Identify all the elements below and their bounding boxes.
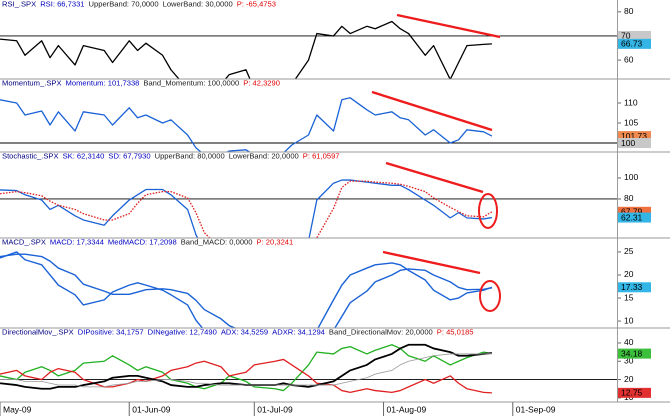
value-marker-label: 34.18 (621, 348, 643, 358)
header-part: UpperBand: 70,0000 (89, 0, 159, 9)
trend-line (385, 161, 484, 194)
value-marker-label: 12.75 (621, 388, 643, 398)
y-tick-label: 80 (624, 6, 634, 16)
series-line (0, 344, 493, 392)
header-part: Stochastic_.SPX (2, 152, 59, 161)
header-part: SK: 62,3140 (63, 152, 105, 161)
value-marker-label: 17.33 (621, 282, 643, 292)
x-tick-label: 01-Jul-09 (257, 404, 293, 414)
y-tick-label: 80 (624, 193, 634, 203)
panel-header: DirectionalMov_.SPX DIPositive: 34,1757 DI… (2, 328, 474, 337)
header-part: P: 20,3241 (257, 238, 294, 247)
x-tick-label: 01-Sep-09 (516, 404, 556, 414)
y-tick-label: 25 (624, 246, 634, 256)
y-tick-label: 20 (624, 374, 634, 384)
header-part: DINegative: 12,7490 (148, 328, 217, 337)
series-line (0, 358, 492, 394)
value-marker (618, 212, 651, 223)
trend-line (382, 250, 481, 275)
highlight-circle (478, 193, 498, 229)
trend-line (371, 90, 493, 132)
value-marker (618, 387, 651, 398)
series-line (0, 253, 493, 328)
y-tick-label: 40 (624, 337, 634, 347)
series-line (0, 97, 493, 152)
series-line (0, 353, 492, 388)
highlight-circle (479, 280, 501, 312)
header-part: DIPositive: 34,1757 (78, 328, 144, 337)
header-part: Momentum_.SPX (2, 79, 62, 88)
y-tick-label: 10 (624, 315, 634, 325)
panel-header: Momentum_.SPX Momentum: 101,7338 Band_Mome… (2, 79, 280, 88)
header-part: DirectionalMov_.SPX (2, 328, 74, 337)
annotations (371, 13, 501, 312)
value-marker (618, 282, 651, 293)
header-part: P: -65,4753 (237, 0, 276, 9)
header-part: MedMACD: 17,2098 (108, 238, 177, 247)
y-tick-label: 105 (624, 117, 638, 127)
value-marker (618, 38, 651, 49)
y-tick-label: 20 (624, 269, 634, 279)
header-part: Momentum: 101,7338 (66, 79, 140, 88)
panel-header: RSI_.SPX RSI: 66,7331 UpperBand: 70,0000 Lo… (2, 0, 276, 9)
series-line (0, 251, 493, 328)
header-part: P: 45,0185 (437, 328, 474, 337)
series-line (0, 179, 493, 238)
header-part: ADX: 34,5259 (221, 328, 268, 337)
header-part: UpperBand: 80,0000 (155, 152, 225, 161)
x-tick-label: 01-Aug-09 (387, 404, 427, 414)
panel-header: Stochastic_.SPX SK: 62,3140 SD: 67,7930 Upp… (2, 152, 340, 161)
header-part: P: 42,3290 (243, 79, 280, 88)
header-part: Band_Momentum: 100,0000 (143, 79, 239, 88)
header-part: Band_DirectionalMov: 20,0000 (329, 328, 433, 337)
value-marker (618, 348, 651, 359)
header-part: ADXR: 34,1294 (272, 328, 325, 337)
y-tick-label: 30 (624, 356, 634, 366)
trend-line (396, 13, 501, 39)
value-marker (618, 138, 651, 148)
header-part: P: 61,0597 (303, 152, 340, 161)
value-marker (618, 30, 651, 41)
series-line (0, 20, 492, 79)
header-part: RSI_.SPX (2, 0, 36, 9)
y-tick-label: 15 (624, 292, 634, 302)
header-part: RSI: 66,7331 (40, 0, 84, 9)
value-marker (618, 206, 651, 217)
value-marker-label: 70 (621, 31, 631, 41)
x-tick-label: May-09 (3, 404, 32, 414)
header-part: MACD: 17,3344 (50, 238, 104, 247)
header-part: Band_MACD: 0,0000 (181, 238, 253, 247)
panel-header: MACD_.SPX MACD: 17,3344 MedMACD: 17,2098 Ba… (2, 238, 293, 247)
header-part: MACD_.SPX (2, 238, 46, 247)
header-part: SD: 67,7930 (108, 152, 150, 161)
value-marker-label: 66.73 (621, 39, 643, 49)
y-tick-label: 60 (624, 54, 634, 64)
y-tick-label: 110 (624, 97, 638, 107)
y-tick-label: 100 (624, 172, 638, 182)
header-part: LowerBand: 20,0000 (229, 152, 299, 161)
x-tick-label: 01-Jun-09 (132, 404, 171, 414)
value-marker (618, 131, 651, 142)
value-marker-label: 100 (621, 138, 635, 148)
value-marker-label: 67.79 (621, 207, 643, 217)
value-marker-label: 62.31 (621, 212, 643, 222)
value-marker-label: 101.73 (621, 131, 647, 141)
header-part: LowerBand: 30,0000 (163, 0, 233, 9)
